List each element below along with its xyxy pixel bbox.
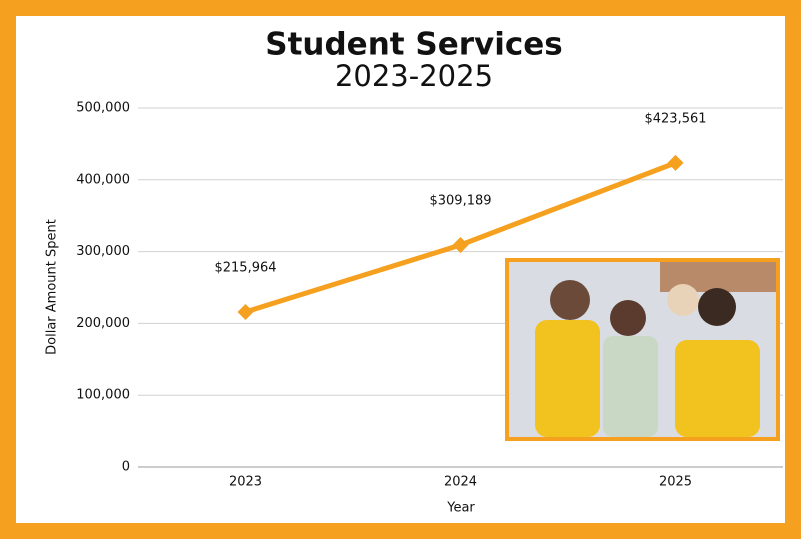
photo-figure <box>667 284 699 316</box>
x-tick-label: 2025 <box>659 475 692 490</box>
x-tick-label: 2023 <box>229 475 262 490</box>
photo-figure <box>603 336 658 437</box>
chart-subtitle: 2023-2025 <box>335 59 493 93</box>
y-tick-label: 200,000 <box>76 316 130 331</box>
photo-figure <box>675 340 760 437</box>
photo <box>505 258 780 441</box>
data-label: $215,964 <box>214 260 276 275</box>
marker <box>452 237 469 254</box>
y-tick-label: 400,000 <box>76 172 130 187</box>
x-tick-label: 2024 <box>444 475 477 490</box>
photo-figure <box>550 280 590 320</box>
data-label: $423,561 <box>644 111 706 126</box>
y-axis-title: Dollar Amount Spent <box>45 219 60 355</box>
y-tick-label: 500,000 <box>76 101 130 116</box>
data-label: $309,189 <box>429 194 491 209</box>
chart-title: Student Services <box>265 27 562 63</box>
y-tick-label: 0 <box>122 460 130 475</box>
photo-figure <box>610 300 646 336</box>
photo-figure <box>698 288 736 326</box>
y-tick-label: 300,000 <box>76 244 130 259</box>
x-axis-title: Year <box>446 501 475 516</box>
photo-figure <box>535 320 600 437</box>
y-tick-label: 100,000 <box>76 388 130 403</box>
marker <box>667 154 684 171</box>
marker <box>237 303 254 320</box>
